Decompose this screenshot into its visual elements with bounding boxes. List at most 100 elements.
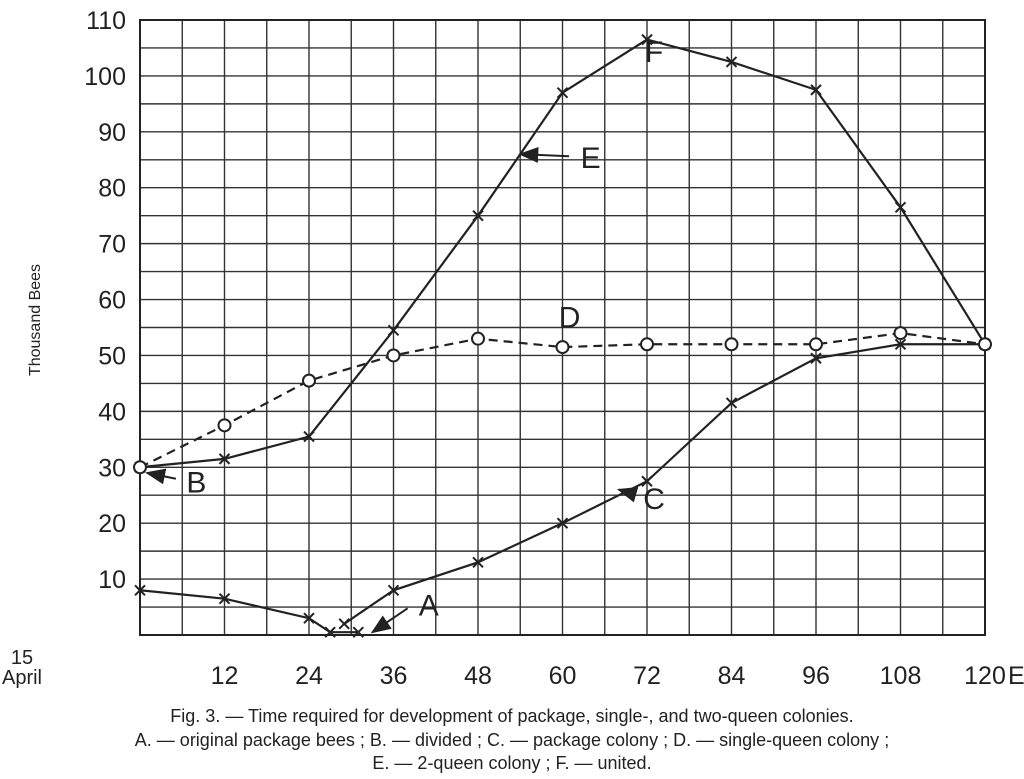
- cross-stroke: [324, 626, 336, 638]
- y-tick-label: 80: [98, 175, 126, 203]
- cross-stroke: [352, 626, 364, 638]
- data-point-C: [894, 338, 907, 350]
- data-point-A: [303, 612, 315, 624]
- x-start-month-label: April: [2, 667, 42, 689]
- annotation-label-C: C: [643, 483, 665, 516]
- cross-stroke: [894, 201, 907, 214]
- cross-stroke: [218, 453, 231, 465]
- data-point-D: [302, 373, 316, 388]
- cross-stroke: [725, 56, 738, 68]
- annotations: A B C D E F: [145, 36, 665, 634]
- data-point-B: [387, 324, 400, 337]
- x-tick-label: 12: [211, 662, 239, 690]
- cross-stroke: [894, 338, 907, 350]
- y-axis-title: Thousand Bees: [27, 264, 44, 376]
- data-point-D: [640, 337, 654, 352]
- x-tick-label: 84: [718, 662, 746, 690]
- annotation-arrow-A: [370, 607, 409, 634]
- annotation-arrow-B: [145, 468, 177, 485]
- annotation-label-D: D: [559, 302, 581, 335]
- data-point-B: [472, 209, 484, 222]
- data-point-D: [978, 337, 992, 352]
- axes: [139, 19, 986, 636]
- annotation-label-B: B: [186, 466, 206, 499]
- x-tick-label: 60: [549, 662, 577, 690]
- data-point-A: [218, 592, 231, 605]
- cross-stroke: [387, 324, 400, 337]
- series-line-D: [139, 331, 986, 469]
- caption-legend-2: E. — 2-queen colony ; F. — united.: [372, 753, 652, 773]
- x-tick-label: 36: [380, 662, 408, 690]
- cross-stroke: [303, 612, 315, 624]
- data-point-B: [810, 84, 822, 96]
- cross-stroke: [338, 618, 350, 630]
- cross-stroke: [134, 584, 146, 596]
- cross-stroke: [725, 397, 738, 409]
- data-point-D: [471, 331, 485, 346]
- y-tick-label: 110: [86, 7, 126, 35]
- data-point-C: [556, 517, 569, 529]
- series-layer: [133, 33, 992, 638]
- chart-canvas: 10 20 30 40 50 60 70 80 90 100 110 12 24 36 48 60 72 84 96…: [2, 7, 1024, 690]
- data-point-C: [387, 584, 400, 596]
- annotation-label-E: E: [581, 142, 601, 175]
- x-tick-label: 108: [880, 662, 922, 690]
- data-point-B: [725, 56, 738, 68]
- data-point-D: [133, 460, 147, 475]
- y-tick-label: 90: [98, 119, 126, 147]
- data-point-B: [641, 33, 653, 46]
- plot-frame: [139, 19, 986, 636]
- data-point-C: [725, 397, 738, 409]
- y-tick-label: 40: [98, 398, 126, 426]
- caption-legend-1: A. — original package bees ; B. — divide…: [134, 730, 890, 750]
- cross-stroke: [387, 584, 400, 596]
- data-point-D: [809, 337, 823, 352]
- cross-stroke: [641, 33, 653, 46]
- cross-stroke: [641, 475, 653, 487]
- data-point-B: [218, 453, 231, 465]
- data-point-D: [217, 418, 232, 433]
- data-point-C: [810, 352, 822, 364]
- data-point-C: [472, 556, 484, 569]
- data-point-B: [894, 201, 907, 214]
- data-point-D: [893, 326, 908, 341]
- y-tick-label: 60: [98, 287, 126, 315]
- y-tick-label: 70: [98, 231, 126, 259]
- caption-title: Fig. 3. — Time required for development …: [170, 706, 854, 726]
- y-tick-label: 30: [98, 454, 126, 482]
- x-tick-label: 96: [802, 662, 830, 690]
- series-line-A: [139, 589, 359, 634]
- data-point-A: [324, 626, 336, 638]
- data-point-D: [386, 348, 401, 363]
- annotation-arrow-E: [518, 146, 570, 163]
- x-start-day-label: 15: [11, 647, 33, 669]
- cross-stroke: [218, 592, 231, 605]
- cross-stroke: [556, 86, 569, 99]
- data-point-D: [555, 340, 570, 355]
- cross-stroke: [303, 430, 315, 443]
- y-tick-label: 20: [98, 510, 126, 538]
- data-point-B: [556, 86, 569, 99]
- data-point-C: [338, 618, 350, 630]
- data-point-A: [134, 584, 146, 596]
- cross-stroke: [472, 209, 484, 222]
- annotation-arrow-C: [616, 487, 639, 503]
- annotation-label-A: A: [419, 589, 439, 622]
- x-end-suffix: Es: [1008, 662, 1024, 690]
- cross-stroke: [810, 84, 822, 96]
- grid: [140, 20, 985, 635]
- cross-stroke: [556, 517, 569, 529]
- annotation-label-F: F: [645, 36, 663, 69]
- data-point-B: [303, 430, 315, 443]
- y-tick-label: 100: [84, 63, 126, 91]
- cross-stroke: [810, 352, 822, 364]
- data-point-C: [641, 475, 653, 487]
- x-tick-label: 48: [464, 662, 492, 690]
- x-tick-label: 72: [633, 662, 661, 690]
- x-tick-label: 24: [295, 662, 323, 690]
- y-tick-label: 10: [98, 566, 126, 594]
- tick-labels: 10 20 30 40 50 60 70 80 90 100 110 12 24 36 48 60 72 84 96…: [84, 7, 1006, 690]
- data-point-A: [352, 626, 364, 638]
- x-tick-label: 120: [964, 662, 1006, 690]
- data-point-D: [724, 337, 739, 352]
